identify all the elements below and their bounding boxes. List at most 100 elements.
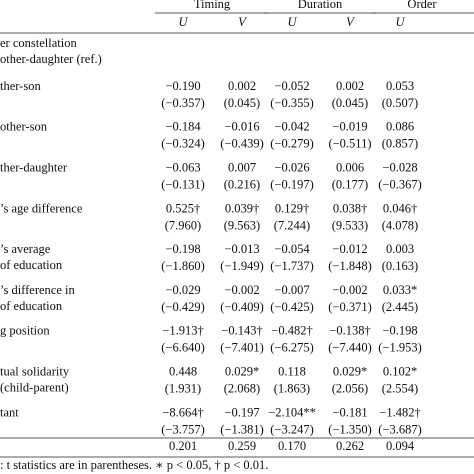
row-label: tual solidarity (0, 364, 70, 378)
row-label: other-daughter (ref.) (0, 52, 102, 66)
t-stat: (−0.355) (270, 96, 314, 110)
group-header: Duration (298, 0, 343, 11)
row-label: g position (0, 324, 50, 338)
coefficient: −0.012 (332, 242, 367, 256)
coefficient: −0.028 (382, 160, 417, 174)
coefficient: 0.029* (333, 364, 367, 378)
coefficient: 0.118 (278, 364, 306, 378)
coefficient: −0.054 (274, 242, 310, 256)
t-stat: (−3.687) (378, 422, 422, 436)
t-stat: (2.068) (224, 381, 260, 395)
row-label: er constellation (0, 36, 77, 50)
coefficient: 0.029* (225, 364, 259, 378)
coefficient: 0.007 (228, 160, 256, 174)
t-stat: (−3.247) (270, 422, 314, 436)
row-label: ther-son (0, 79, 41, 93)
t-stat: (−0.357) (161, 96, 205, 110)
coefficient: −0.197 (224, 405, 259, 419)
t-stat: (1.931) (165, 381, 201, 395)
t-stat: (−1.737) (270, 259, 314, 273)
t-stat: (0.045) (332, 96, 368, 110)
t-stat: (7.960) (165, 218, 201, 232)
row-label: of education (0, 299, 63, 313)
coefficient: 0.102* (383, 364, 417, 378)
t-stat: (9.533) (332, 218, 368, 232)
coefficient: −0.063 (165, 160, 200, 174)
coefficient: −0.026 (274, 160, 309, 174)
row-label: of education (0, 258, 63, 272)
coefficient: 0.046† (383, 201, 417, 215)
t-stat: (−1.350) (328, 422, 372, 436)
sub-header: V (238, 15, 247, 29)
r-squared: 0.170 (278, 439, 306, 453)
coefficient: 0.038† (333, 201, 367, 215)
t-stat: (−0.367) (378, 177, 422, 191)
t-stat: (0.507) (382, 96, 418, 110)
coefficient: −0.052 (274, 79, 309, 93)
coefficient: −0.143† (221, 324, 262, 338)
r-squared: 0.094 (386, 439, 415, 453)
r-squared: 0.259 (228, 439, 256, 453)
sub-header: U (395, 15, 405, 29)
coefficient: −0.016 (224, 120, 259, 134)
coefficient: −2.104** (268, 405, 316, 419)
t-stat: (1.863) (274, 381, 310, 395)
t-stat: (0.857) (382, 137, 418, 151)
t-stat: (−0.279) (270, 137, 314, 151)
sub-header: V (346, 15, 355, 29)
t-stat: (0.045) (224, 96, 260, 110)
coefficient: 0.003 (386, 242, 414, 256)
row-label: other-son (0, 120, 48, 134)
coefficient: −0.138† (329, 324, 370, 338)
t-stat: (4.078) (382, 218, 418, 232)
t-stat: (−1.949) (220, 259, 264, 273)
t-stat: (−1.381) (220, 422, 264, 436)
coefficient: −1.913† (162, 324, 203, 338)
row-label: tant (0, 405, 19, 419)
t-stat: (0.216) (224, 177, 260, 191)
row-label: ’s average (0, 242, 51, 256)
coefficient: −0.184 (165, 120, 201, 134)
group-header: Order (407, 0, 437, 11)
t-stat: (−0.131) (161, 177, 205, 191)
t-stat: (−0.409) (220, 300, 264, 314)
coefficient: −0.002 (224, 283, 259, 297)
coefficient: −0.029 (165, 283, 200, 297)
t-stat: (−3.757) (161, 422, 205, 436)
coefficient: −0.019 (332, 120, 367, 134)
t-stat: (9.563) (224, 218, 260, 232)
coefficient: −1.482† (379, 405, 420, 419)
t-stat: (−1.860) (161, 259, 205, 273)
coefficient: −0.002 (332, 283, 367, 297)
t-stat: (−1.848) (328, 259, 372, 273)
sub-header: U (178, 15, 188, 29)
t-stat: (−7.401) (220, 341, 264, 355)
t-stat: (−0.371) (328, 300, 372, 314)
row-label: ’s difference in (0, 283, 75, 297)
t-stat: (−0.324) (161, 137, 205, 151)
coefficient: 0.448 (169, 364, 197, 378)
t-stat: (−0.429) (161, 300, 205, 314)
coefficient: 0.033* (383, 283, 417, 297)
t-stat: (−0.425) (270, 300, 314, 314)
coefficient: −0.190 (165, 79, 200, 93)
t-stat: (−6.640) (161, 341, 205, 355)
coefficient: 0.006 (336, 160, 364, 174)
t-stat: (−0.511) (328, 137, 371, 151)
coefficient: −0.198 (165, 242, 200, 256)
coefficient: −0.181 (332, 405, 367, 419)
t-stat: (−0.197) (270, 177, 314, 191)
r-squared: 0.201 (169, 439, 197, 453)
coefficient: 0.053 (386, 79, 414, 93)
table-note: : t statistics are in parentheses. ∗ p <… (0, 458, 268, 472)
coefficient: 0.129† (275, 201, 309, 215)
t-stat: (0.177) (332, 177, 368, 191)
row-label: ther-daughter (0, 160, 68, 174)
coefficient: −0.007 (274, 283, 309, 297)
coefficient: −0.013 (224, 242, 259, 256)
t-stat: (2.445) (382, 300, 418, 314)
row-label: ’s age difference (0, 201, 83, 215)
coefficient: 0.002 (228, 79, 256, 93)
t-stat: (−1.953) (378, 341, 422, 355)
